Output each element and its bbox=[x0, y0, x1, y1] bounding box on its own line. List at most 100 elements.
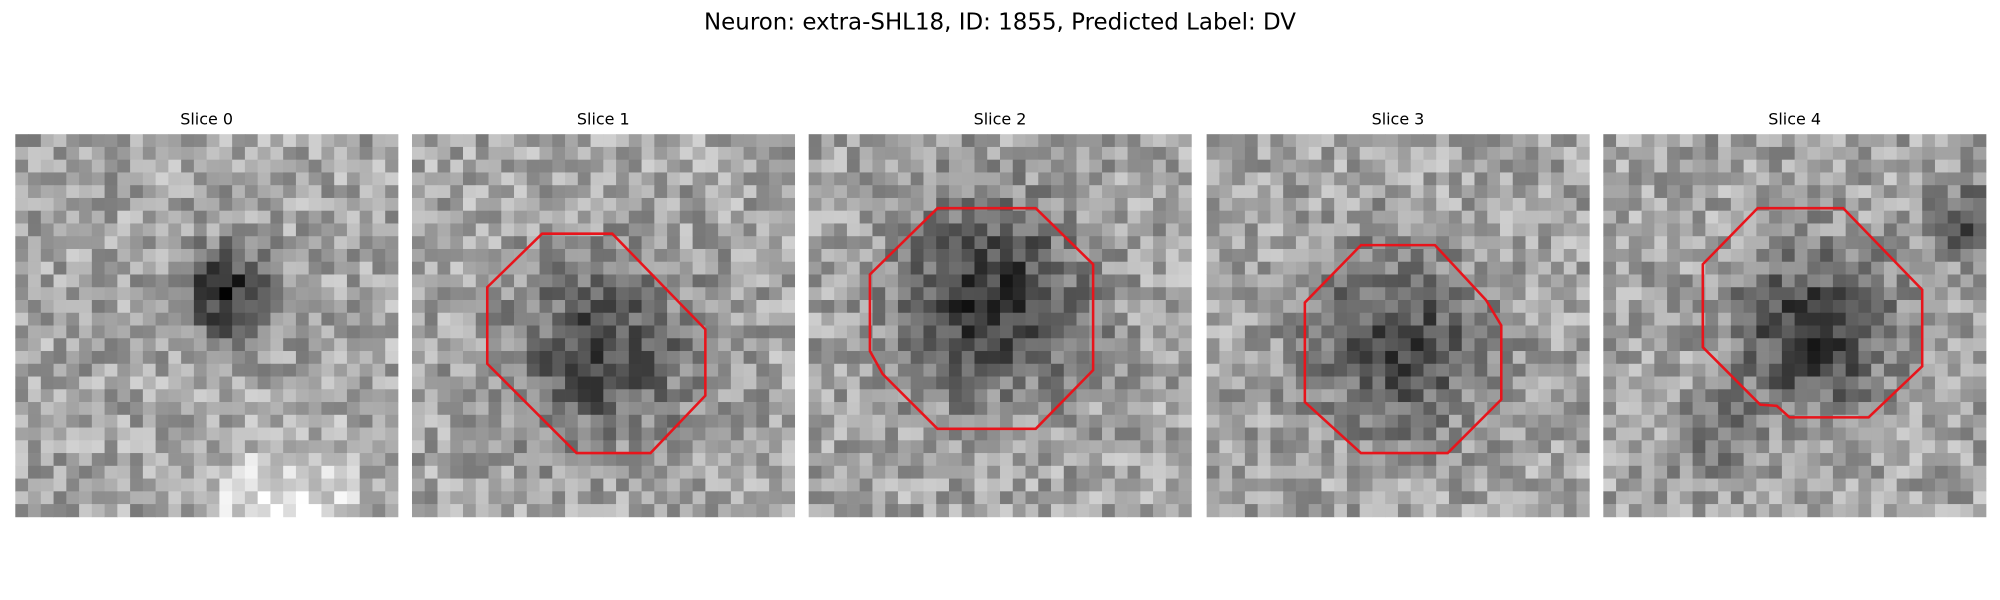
pixel bbox=[1730, 440, 1745, 454]
pixel bbox=[1140, 248, 1154, 263]
pixel bbox=[1563, 453, 1577, 467]
pixel bbox=[295, 210, 310, 224]
pixel bbox=[295, 248, 310, 263]
pixel bbox=[1232, 287, 1246, 301]
pixel bbox=[283, 478, 297, 492]
pixel bbox=[1551, 325, 1565, 339]
pixel bbox=[168, 491, 182, 505]
pixel bbox=[488, 325, 502, 339]
pixel bbox=[1973, 197, 1987, 212]
pixel bbox=[295, 427, 310, 441]
pixel bbox=[808, 236, 822, 250]
pixel bbox=[1474, 159, 1488, 173]
pixel bbox=[1372, 287, 1386, 301]
pixel bbox=[1000, 300, 1014, 314]
pixel bbox=[1385, 197, 1399, 212]
pixel bbox=[1769, 504, 1783, 518]
pixel bbox=[424, 351, 438, 365]
pixel bbox=[1102, 223, 1116, 237]
pixel bbox=[1025, 159, 1039, 173]
pixel bbox=[1089, 427, 1103, 441]
pixel bbox=[936, 376, 950, 390]
pixel bbox=[1718, 389, 1732, 403]
pixel bbox=[91, 210, 105, 224]
pixel bbox=[756, 338, 770, 352]
pixel bbox=[270, 172, 284, 186]
pixel bbox=[923, 223, 937, 237]
pixel bbox=[1576, 236, 1590, 250]
pixel bbox=[1461, 363, 1475, 377]
pixel bbox=[961, 414, 975, 428]
pixel bbox=[193, 159, 208, 173]
pixel bbox=[1474, 300, 1488, 314]
pixel bbox=[1756, 236, 1770, 250]
pixel bbox=[936, 351, 950, 365]
pixel bbox=[1219, 134, 1233, 148]
pixel bbox=[1743, 223, 1757, 237]
pixel bbox=[1448, 159, 1463, 173]
pixel bbox=[1025, 172, 1039, 186]
pixel bbox=[385, 504, 399, 518]
pixel bbox=[1858, 146, 1872, 161]
pixel bbox=[514, 236, 528, 250]
pixel bbox=[219, 504, 233, 518]
pixel bbox=[488, 210, 502, 224]
pixel bbox=[936, 440, 950, 454]
pixel bbox=[974, 172, 988, 186]
pixel bbox=[91, 248, 105, 263]
pixel bbox=[104, 146, 118, 161]
pixel bbox=[117, 197, 131, 212]
pixel bbox=[1102, 389, 1116, 403]
pixel bbox=[1206, 478, 1220, 492]
pixel bbox=[104, 376, 118, 390]
pixel bbox=[1551, 402, 1565, 416]
pixel bbox=[641, 236, 655, 250]
pixel bbox=[1551, 134, 1565, 148]
pixel bbox=[1334, 504, 1348, 518]
pixel bbox=[821, 427, 835, 441]
pixel bbox=[654, 325, 668, 339]
pixel bbox=[1820, 440, 1834, 454]
pixel bbox=[756, 287, 770, 301]
pixel bbox=[743, 287, 757, 301]
pixel bbox=[1551, 440, 1565, 454]
pixel bbox=[654, 376, 668, 390]
pixel bbox=[1603, 478, 1617, 492]
pixel bbox=[1947, 159, 1961, 173]
pixel bbox=[1871, 504, 1885, 518]
pixel bbox=[104, 223, 118, 237]
pixel bbox=[1334, 287, 1348, 301]
pixel bbox=[40, 146, 54, 161]
pixel bbox=[1295, 185, 1310, 199]
pixel bbox=[974, 146, 988, 161]
pixel bbox=[846, 504, 861, 518]
pixel bbox=[641, 504, 655, 518]
pixel bbox=[1641, 210, 1655, 224]
pixel bbox=[552, 504, 566, 518]
pixel bbox=[181, 453, 195, 467]
pixel bbox=[1102, 491, 1116, 505]
pixel bbox=[948, 440, 963, 454]
pixel bbox=[1973, 325, 1987, 339]
pixel bbox=[411, 427, 426, 441]
pixel bbox=[488, 453, 502, 467]
pixel bbox=[1232, 351, 1246, 365]
pixel bbox=[846, 402, 861, 416]
pixel bbox=[1871, 453, 1885, 467]
pixel bbox=[769, 300, 783, 314]
pixel bbox=[219, 427, 233, 441]
pixel bbox=[1922, 478, 1936, 492]
pixel bbox=[1616, 210, 1630, 224]
pixel bbox=[283, 453, 297, 467]
pixel bbox=[219, 478, 233, 492]
pixel bbox=[1076, 312, 1090, 326]
pixel bbox=[577, 210, 591, 224]
pixel bbox=[1038, 223, 1052, 237]
pixel bbox=[53, 261, 67, 275]
pixel bbox=[232, 236, 246, 250]
pixel bbox=[603, 504, 617, 518]
pixel bbox=[1423, 478, 1437, 492]
pixel bbox=[1063, 134, 1077, 148]
pixel bbox=[1114, 172, 1128, 186]
pixel bbox=[295, 300, 310, 314]
